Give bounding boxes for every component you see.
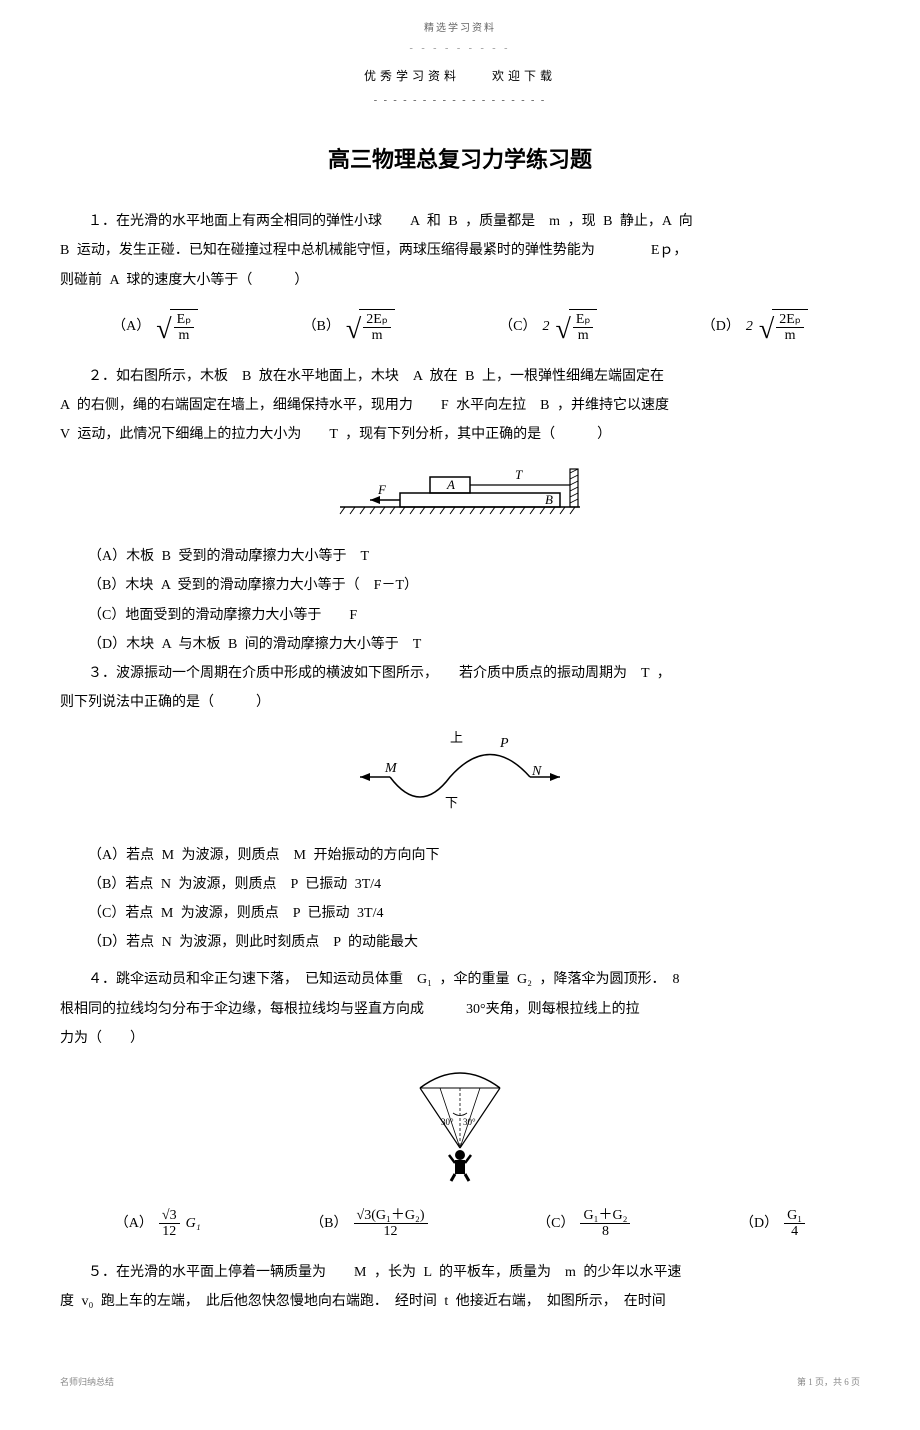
q4-4: 4 — [788, 1224, 801, 1239]
q1-m: m — [176, 328, 193, 343]
q1-optD-label: （D） — [702, 314, 740, 339]
q3-optB: （B）若点 N 为波源，则质点 P 已振动 3T/4 — [60, 872, 860, 897]
svg-text:30°: 30° — [463, 1117, 476, 1127]
q4-12: 12 — [159, 1224, 179, 1239]
q3-text: ３．波源振动一个周期在介质中形成的横波如下图所示， 若介质中质点的振动周期为 T… — [60, 661, 860, 686]
q4-optB: （B） √3(G₁＋G₂)12 — [310, 1208, 427, 1240]
q4-optD: （D） G₁4 — [740, 1208, 805, 1240]
q2-line3: V 运动，此情况下细绳上的拉力大小为 T ，现有下列分析，其中正确的是（ ） — [60, 422, 860, 447]
q1-line2: B 运动，发生正碰．已知在碰撞过程中总机械能守恒，两球压缩得最紧时的弹性势能为 … — [60, 238, 860, 263]
q2-optD: （D）木块 A 与木板 B 间的滑动摩擦力大小等于 T — [60, 632, 860, 657]
q4-figure: 30° 30° — [60, 1063, 860, 1192]
q4-8: 8 — [599, 1224, 612, 1239]
q3-optC: （C）若点 M 为波源，则质点 P 已振动 3T/4 — [60, 901, 860, 926]
q4-G1d: G₁ — [784, 1208, 805, 1224]
q1-m3: m — [575, 328, 592, 343]
svg-text:P: P — [499, 736, 509, 751]
svg-text:T: T — [515, 467, 523, 482]
q1-two: 2 — [543, 314, 550, 339]
parachute-icon: 30° 30° — [405, 1063, 515, 1183]
svg-text:上: 上 — [450, 730, 463, 745]
svg-text:N: N — [531, 764, 542, 779]
q1-optB-label: （B） — [303, 314, 340, 339]
q4-optA: （A） √312 G₁ — [115, 1208, 201, 1240]
q5-line2: 度 v₀ 跑上车的左端， 此后他忽快忽慢地向右端跑． 经时间 t 他接近右端， … — [60, 1289, 860, 1314]
q1-optB: （B） 2Eₚm — [303, 309, 395, 344]
page-title: 高三物理总复习力学练习题 — [60, 140, 860, 180]
footer-right: 第 1 页，共 6 页 — [797, 1374, 860, 1390]
q3-optD: （D）若点 N 为波源，则此时刻质点 P 的动能最大 — [60, 930, 860, 955]
q3-figure: M N P 上 下 — [60, 727, 860, 826]
q1-line3: 则碰前 A 球的速度大小等于（ ） — [60, 268, 860, 293]
q4-text: ４．跳伞运动员和伞正匀速下落， 已知运动员体重 G₁ ，伞的重量 G₂ ，降落伞… — [60, 967, 860, 992]
sqrt-icon: Eₚm — [556, 309, 598, 344]
q4-12b: 12 — [381, 1224, 401, 1239]
q1-m4: m — [782, 328, 799, 343]
top-dashes: - - - - - - - - - — [60, 40, 860, 58]
q4-G1G2: G₁＋G₂ — [580, 1208, 630, 1224]
q1-text: １．在光滑的水平地面上有两全相同的弹性小球 A 和 B ，质量都是 m ，现 B… — [60, 209, 860, 234]
q1-optC-label: （C） — [499, 314, 536, 339]
q1-options: （A） Eₚm （B） 2Eₚm （C） 2 Eₚm （D） 2 2Eₚm — [60, 309, 860, 344]
q1-optA-label: （A） — [112, 314, 150, 339]
q4-sqrt3G1G2: √3(G₁＋G₂) — [354, 1208, 428, 1224]
q2-line2: A 的右侧，绳的右端固定在墙上，细绳保持水平，现用力 F 水平向左拉 B ，并维… — [60, 393, 860, 418]
q1-m2: m — [369, 328, 386, 343]
page-footer: 名师归纳总结 第 1 页，共 6 页 — [60, 1374, 860, 1390]
block-diagram-icon: A B F T — [330, 459, 590, 519]
q5-text: ５．在光滑的水平面上停着一辆质量为 M ，长为 L 的平板车，质量为 m 的少年… — [60, 1260, 860, 1285]
footer-left: 名师归纳总结 — [60, 1374, 114, 1390]
q4-optC-label: （C） — [537, 1211, 574, 1236]
q4-optD-label: （D） — [740, 1211, 778, 1236]
q4-sqrt3: √3 — [159, 1208, 180, 1224]
q4-line3: 力为（ ） — [60, 1026, 860, 1051]
header-text: 优秀学习资料 欢迎下载 — [60, 66, 860, 88]
q1-2Ep: 2Eₚ — [363, 312, 391, 328]
svg-text:下: 下 — [445, 795, 458, 810]
q2-figure: A B F T — [60, 459, 860, 528]
top-label: 精选学习资料 — [60, 20, 860, 38]
q3-optA: （A）若点 M 为波源，则质点 M 开始振动的方向向下 — [60, 843, 860, 868]
svg-text:M: M — [384, 761, 398, 776]
q3-line2: 则下列说法中正确的是（ ） — [60, 690, 860, 715]
svg-text:B: B — [545, 492, 553, 507]
q1-optD: （D） 2 2Eₚm — [702, 309, 808, 344]
sqrt-icon: 2Eₚm — [759, 309, 808, 344]
q4-G1: G₁ — [186, 1211, 201, 1236]
q1-Ep2: Eₚ — [573, 312, 594, 328]
q2-optA: （A）木板 B 受到的滑动摩擦力大小等于 T — [60, 544, 860, 569]
q1-optA: （A） Eₚm — [112, 309, 198, 344]
q4-optB-label: （B） — [310, 1211, 347, 1236]
q1-optC: （C） 2 Eₚm — [499, 309, 597, 344]
svg-text:A: A — [446, 477, 455, 492]
q2-optB: （B）木块 A 受到的滑动摩擦力大小等于（ F－T） — [60, 573, 860, 598]
q1-Ep: Eₚ — [174, 312, 195, 328]
q4-optA-label: （A） — [115, 1211, 153, 1236]
svg-text:F: F — [377, 482, 387, 497]
q2-text: ２．如右图所示，木板 B 放在水平地面上，木块 A 放在 B 上，一根弹性细绳左… — [60, 364, 860, 389]
q4-options: （A） √312 G₁ （B） √3(G₁＋G₂)12 （C） G₁＋G₂8 （… — [60, 1208, 860, 1240]
q2-optC: （C）地面受到的滑动摩擦力大小等于 F — [60, 603, 860, 628]
q4-optC: （C） G₁＋G₂8 — [537, 1208, 630, 1240]
wave-diagram-icon: M N P 上 下 — [350, 727, 570, 817]
q1-2Ep2: 2Eₚ — [776, 312, 804, 328]
sqrt-icon: 2Eₚm — [346, 309, 395, 344]
svg-text:30°: 30° — [441, 1117, 454, 1127]
header-underline: - - - - - - - - - - - - - - - - - - — [60, 92, 860, 110]
q4-line2: 根相同的拉线均匀分布于伞边缘，每根拉线均与竖直方向成 30°夹角，则每根拉线上的… — [60, 997, 860, 1022]
sqrt-icon: Eₚm — [156, 309, 198, 344]
q1-two2: 2 — [746, 314, 753, 339]
